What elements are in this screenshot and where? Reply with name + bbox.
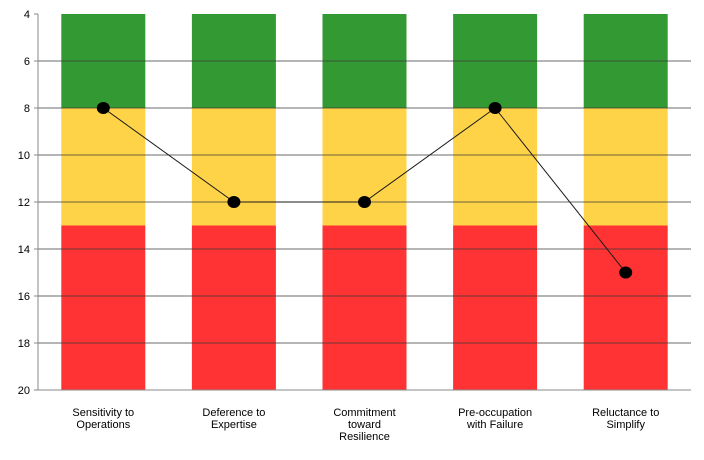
category-label-line: with Failure — [466, 419, 523, 431]
band-2-col-4 — [583, 225, 668, 390]
category-label-4: Reluctance to Simplify — [592, 407, 659, 431]
y-tick-label: 6 — [24, 56, 30, 68]
y-tick-label: 16 — [18, 291, 30, 303]
band-2-col-3 — [453, 225, 538, 390]
data-points — [96, 102, 633, 279]
data-point-2 — [358, 196, 371, 208]
band-2-col-0 — [61, 225, 146, 390]
band-2-col-1 — [191, 225, 276, 390]
band-2-col-2 — [322, 225, 407, 390]
y-tick-label: 18 — [18, 338, 30, 350]
y-tick-label: 10 — [18, 150, 30, 162]
y-axis: 4 6 8 10 12 14 16 18 20 — [18, 9, 691, 397]
category-label-1: Deference to Expertise — [202, 407, 265, 431]
category-label-line: Simplify — [606, 419, 645, 431]
data-point-0 — [96, 102, 110, 114]
category-label-line: toward — [348, 419, 381, 431]
category-label-line: Operations — [76, 419, 130, 431]
category-label-line: Expertise — [211, 419, 257, 431]
band-1-col-0 — [61, 108, 146, 226]
band-1-col-3 — [453, 108, 538, 226]
category-label-line: Sensitivity to — [72, 407, 134, 419]
data-point-3 — [488, 102, 502, 114]
data-point-4 — [619, 266, 633, 279]
y-tick-label: 12 — [18, 197, 30, 209]
y-tick-label: 4 — [24, 9, 30, 21]
category-labels: Sensitivity to Operations Deference to Expe… — [72, 407, 659, 443]
category-label-3: Pre-occupation with Failure — [458, 407, 532, 431]
category-label-line: Resilience — [339, 431, 390, 443]
band-1-col-4 — [583, 108, 668, 226]
data-point-1 — [227, 196, 241, 208]
category-label-line: Pre-occupation — [458, 407, 532, 419]
category-label-line: Commitment — [333, 407, 395, 419]
category-label-line: Deference to — [202, 407, 265, 419]
y-tick-label: 20 — [18, 385, 30, 397]
category-label-2: Commitment toward Resilience — [333, 407, 395, 443]
category-label-line: Reluctance to — [592, 407, 659, 419]
y-tick-label: 8 — [24, 103, 30, 115]
category-label-0: Sensitivity to Operations — [72, 407, 134, 431]
y-tick-label: 14 — [18, 244, 30, 256]
